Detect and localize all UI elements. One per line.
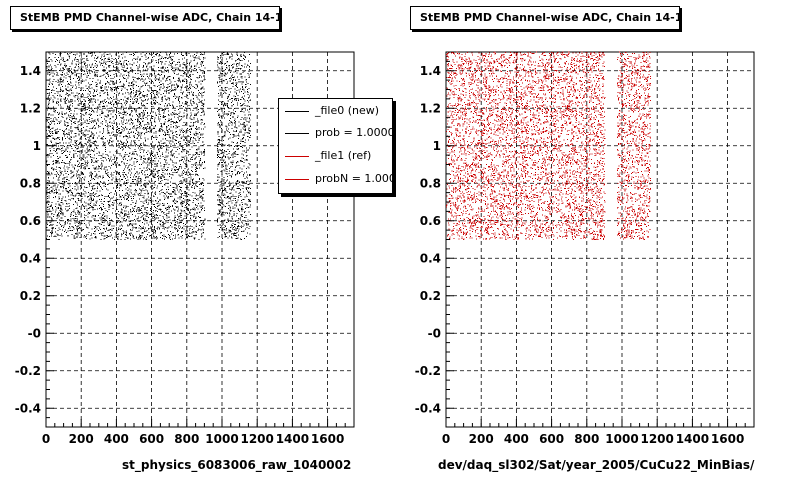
y-tick-label: 0.4 xyxy=(20,251,41,265)
right-scatter-plot: 0 200 400 600 800 1000 1200 1400 1600 -0.4 -0.2 -0 0… xyxy=(415,51,755,446)
y-tick-label: -0 xyxy=(428,326,441,340)
y-tick-label: 0.2 xyxy=(20,289,41,303)
y-tick-label: 0.8 xyxy=(420,176,441,190)
x-tick-label: 400 xyxy=(504,432,529,446)
legend-entry-file0: _file0 (new) xyxy=(279,101,392,121)
y-tick-label: 0.6 xyxy=(420,214,441,228)
left-scatter-plot: 0 200 400 600 800 1000 1200 1400 1600 -0.4 -0.2 -0 0… xyxy=(15,51,355,446)
x-tick-label: 1200 xyxy=(640,432,673,446)
x-tick-label: 1400 xyxy=(276,432,309,446)
legend-label-probn: probN = 1.000000 xyxy=(315,172,392,185)
x-tick-label: 600 xyxy=(539,432,564,446)
x-tick-label: 1600 xyxy=(311,432,344,446)
legend-entry-probn: probN = 1.000000 xyxy=(279,169,392,189)
x-tick-label: 200 xyxy=(69,432,94,446)
right-x-axis-label: dev/daq_sl302/Sat/year_2005/CuCu22_MinBi… xyxy=(438,458,755,472)
y-ticks: -0.4 -0.2 -0 0.2 0.4 0.6 0.8 1 1.2 1.4 xyxy=(415,51,454,428)
y-tick-label: -0.4 xyxy=(415,401,441,415)
legend-line-file1 xyxy=(285,156,309,157)
x-tick-label: 0 xyxy=(42,432,50,446)
legend-label-file1: _file1 (ref) xyxy=(315,149,372,162)
scatter-points xyxy=(46,51,252,240)
y-tick-label: 0.8 xyxy=(20,176,41,190)
x-ticks: 0 200 400 600 800 1000 1200 1400 1600 xyxy=(442,419,755,446)
y-tick-label: 1 xyxy=(33,139,41,153)
x-tick-label: 800 xyxy=(174,432,199,446)
x-tick-label: 200 xyxy=(469,432,494,446)
legend-box: _file0 (new) prob = 1.000000 _file1 (ref… xyxy=(278,98,393,194)
legend-label-prob: prob = 1.000000 xyxy=(315,126,392,139)
x-tick-label: 1000 xyxy=(205,432,238,446)
left-x-axis-label: st_physics_6083006_raw_1040002 xyxy=(122,458,352,472)
y-tick-label: 1.2 xyxy=(20,101,41,115)
y-tick-label: 1.4 xyxy=(20,64,41,78)
x-tick-label: 600 xyxy=(139,432,164,446)
x-tick-label: 1200 xyxy=(240,432,273,446)
y-tick-label: -0.2 xyxy=(15,364,41,378)
legend-entry-file1: _file1 (ref) xyxy=(279,146,392,166)
y-tick-label: -0.4 xyxy=(15,401,41,415)
x-tick-label: 1000 xyxy=(605,432,638,446)
x-tick-label: 0 xyxy=(442,432,450,446)
right-chart-title: StEMB PMD Channel-wise ADC, Chain 14-15 xyxy=(410,6,680,30)
series-points xyxy=(446,51,652,240)
x-tick-label: 1400 xyxy=(676,432,709,446)
legend-line-probn xyxy=(285,179,309,180)
legend-label-file0: _file0 (new) xyxy=(315,104,380,117)
y-ticks: -0.4 -0.2 -0 0.2 0.4 0.6 0.8 1 1.2 1.4 xyxy=(15,51,54,428)
legend-line-file0 xyxy=(285,111,309,112)
x-tick-label: 1600 xyxy=(711,432,744,446)
y-tick-label: -0.2 xyxy=(415,364,441,378)
x-tick-label: 800 xyxy=(574,432,599,446)
legend-line-prob xyxy=(285,133,309,134)
left-chart-title: StEMB PMD Channel-wise ADC, Chain 14-15 xyxy=(10,6,280,30)
y-tick-label: 1.2 xyxy=(420,101,441,115)
y-tick-label: 0.2 xyxy=(420,289,441,303)
scatter-points xyxy=(446,51,652,240)
y-tick-label: 1 xyxy=(433,139,441,153)
y-tick-label: 0.4 xyxy=(420,251,441,265)
y-tick-label: -0 xyxy=(28,326,41,340)
y-tick-label: 1.4 xyxy=(420,64,441,78)
x-tick-label: 400 xyxy=(104,432,129,446)
series-points xyxy=(46,51,252,240)
x-ticks: 0 200 400 600 800 1000 1200 1400 1600 xyxy=(42,419,355,446)
legend-entry-prob: prob = 1.000000 xyxy=(279,123,392,143)
y-tick-label: 0.6 xyxy=(20,214,41,228)
